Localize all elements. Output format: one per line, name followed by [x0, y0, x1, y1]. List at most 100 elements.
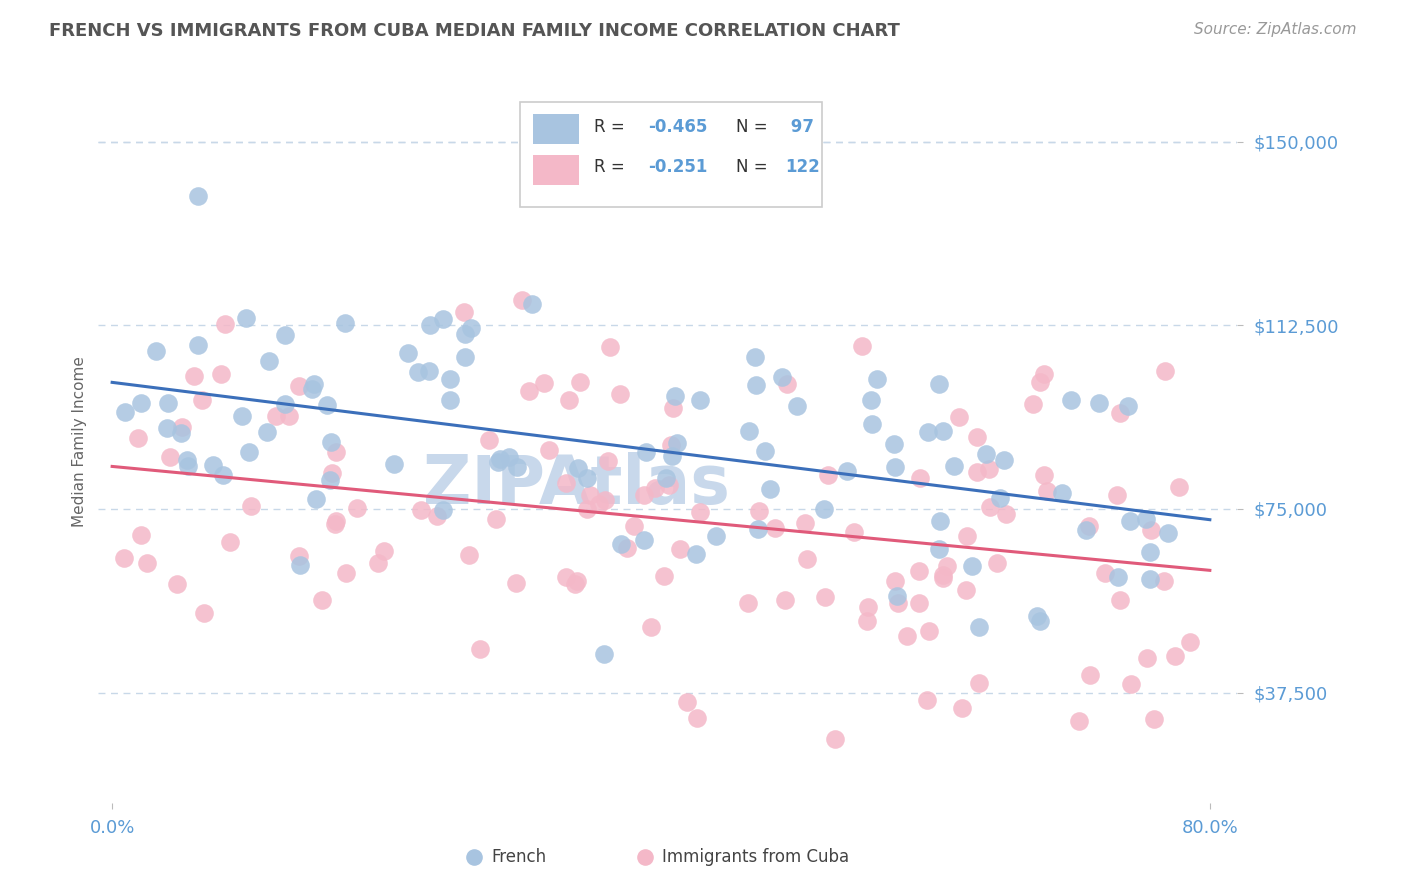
Point [1078, 519, 1101, 533]
Point [1121, 677, 1143, 691]
Point [367, 557, 389, 571]
Point [599, 340, 621, 354]
Point [689, 392, 711, 407]
Point [1067, 714, 1090, 728]
Point [382, 458, 405, 472]
Point [598, 453, 620, 467]
Point [974, 446, 997, 460]
Point [763, 521, 786, 535]
Point [212, 467, 235, 482]
Point [676, 695, 699, 709]
Point [659, 437, 682, 451]
Point [796, 551, 818, 566]
Point [176, 453, 198, 467]
Point [564, 577, 586, 591]
Point [918, 624, 941, 639]
Point [588, 497, 610, 511]
Text: 122: 122 [785, 158, 820, 177]
Y-axis label: Median Family Income: Median Family Income [72, 356, 87, 527]
Point [468, 641, 491, 656]
Point [609, 387, 631, 401]
Point [866, 372, 889, 386]
Point [942, 458, 965, 473]
Text: N =: N = [737, 118, 773, 136]
Point [1029, 614, 1052, 628]
Point [993, 453, 1015, 467]
Point [928, 377, 950, 392]
Point [737, 596, 759, 610]
Point [616, 541, 638, 555]
Point [187, 338, 209, 352]
Point [910, 471, 932, 485]
Point [960, 559, 983, 574]
Point [460, 321, 482, 335]
Point [274, 397, 297, 411]
Point [498, 450, 520, 465]
Point [231, 409, 253, 423]
Point [240, 499, 263, 513]
Point [786, 399, 808, 413]
Point [883, 460, 905, 475]
Point [917, 425, 939, 439]
Point [373, 544, 395, 558]
Point [1105, 487, 1128, 501]
Point [748, 504, 770, 518]
Point [758, 482, 780, 496]
Point [129, 528, 152, 542]
Bar [533, 113, 579, 144]
Point [1116, 399, 1139, 413]
Point [409, 502, 432, 516]
Point [187, 188, 209, 202]
Point [512, 293, 534, 308]
Text: R =: R = [593, 118, 630, 136]
Point [685, 548, 707, 562]
Point [177, 459, 200, 474]
Point [932, 571, 955, 585]
Point [955, 583, 977, 598]
Point [335, 566, 357, 581]
Text: N =: N = [737, 158, 773, 177]
Point [793, 516, 815, 530]
Text: Immigrants from Cuba: Immigrants from Cuba [662, 848, 849, 866]
Point [311, 593, 333, 607]
Point [568, 375, 591, 389]
Point [287, 549, 309, 563]
Point [191, 393, 214, 408]
Point [432, 502, 454, 516]
Text: FRENCH VS IMMIGRANTS FROM CUBA MEDIAN FAMILY INCOME CORRELATION CHART: FRENCH VS IMMIGRANTS FROM CUBA MEDIAN FA… [49, 22, 900, 40]
Point [1153, 574, 1175, 589]
Point [302, 377, 325, 392]
Point [567, 574, 589, 589]
Point [214, 317, 236, 331]
Point [166, 576, 188, 591]
Point [1157, 526, 1180, 541]
Point [159, 450, 181, 464]
Point [1025, 609, 1047, 624]
FancyBboxPatch shape [520, 102, 821, 207]
Text: -0.465: -0.465 [648, 118, 707, 136]
Point [558, 393, 581, 408]
Point [575, 502, 598, 516]
Point [883, 437, 905, 451]
Point [1168, 480, 1191, 494]
Point [860, 417, 883, 431]
Point [333, 316, 356, 330]
Point [1052, 486, 1074, 500]
Point [323, 517, 346, 532]
Point [129, 396, 152, 410]
Point [1107, 570, 1129, 584]
Point [319, 473, 342, 487]
Point [1033, 467, 1056, 482]
Point [486, 455, 509, 469]
Point [633, 488, 655, 502]
Point [936, 559, 959, 574]
Point [183, 368, 205, 383]
Point [1078, 668, 1101, 682]
Point [1143, 712, 1166, 726]
Point [439, 393, 461, 408]
Point [426, 508, 449, 523]
Point [669, 541, 692, 556]
Point [932, 568, 955, 582]
Point [950, 701, 973, 715]
Point [744, 378, 766, 392]
